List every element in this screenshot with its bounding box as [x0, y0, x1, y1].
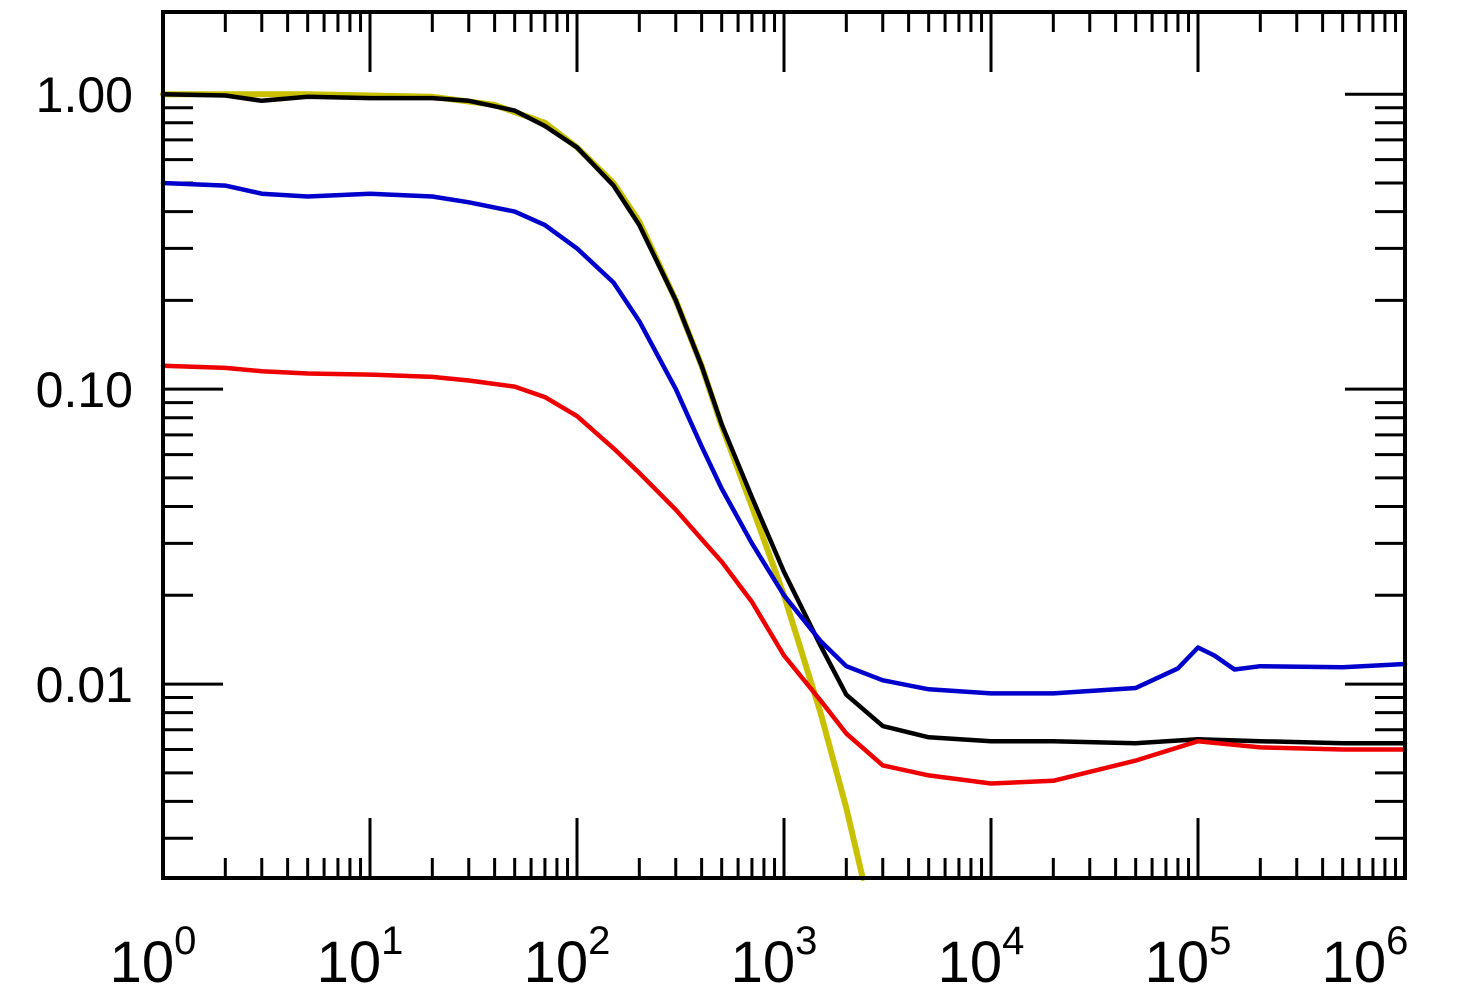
x-tick-label: 106 [1322, 919, 1409, 994]
series-1-line [160, 91, 1408, 746]
y-tick-label: 0.10 [36, 362, 133, 418]
series-layer [160, 91, 1408, 881]
series-2-line [160, 180, 1408, 696]
x-tick-label-exponent: 4 [1002, 919, 1024, 963]
major-ticks [161, 12, 1407, 878]
x-tick-label: 105 [1145, 919, 1232, 994]
x-tick-label-base: 10 [731, 930, 796, 994]
plot-frame [161, 10, 1407, 880]
x-tick-label-exponent: 0 [174, 919, 196, 963]
y-tick-label: 1.00 [36, 67, 133, 123]
x-tick-label-base: 10 [524, 930, 589, 994]
x-tick-label: 104 [938, 919, 1025, 994]
x-tick-label-exponent: 1 [381, 919, 403, 963]
x-tick-label: 103 [731, 919, 818, 994]
x-tick-label-base: 10 [110, 930, 175, 994]
y-tick-label: 0.01 [36, 657, 133, 713]
minor-ticks [163, 12, 1405, 878]
x-tick-label-exponent: 3 [795, 919, 817, 963]
x-tick-label-base: 10 [938, 930, 1003, 994]
y-tick-labels: 1.00 0.10 0.01 [36, 67, 133, 713]
x-tick-label-exponent: 6 [1386, 919, 1408, 963]
x-tick-labels: 100 101 102 103 104 105 106 [110, 919, 1409, 994]
series-3-line [160, 363, 1408, 786]
x-tick-label-base: 10 [1145, 930, 1210, 994]
x-tick-label-exponent: 5 [1209, 919, 1231, 963]
x-tick-label: 102 [524, 919, 611, 994]
x-tick-label-exponent: 2 [588, 919, 610, 963]
x-tick-label: 101 [317, 919, 404, 994]
x-tick-label: 100 [110, 919, 197, 994]
x-tick-label-base: 10 [317, 930, 382, 994]
x-tick-label-base: 10 [1322, 930, 1387, 994]
